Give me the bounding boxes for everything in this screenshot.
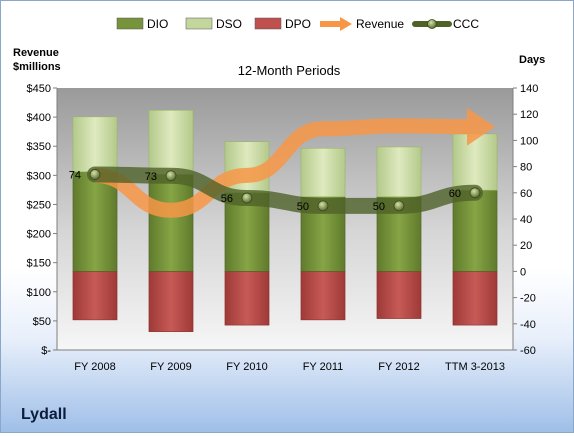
ccc-point — [469, 187, 481, 199]
y-right-tick-label: 120 — [520, 109, 538, 121]
y-axis-left-title-line1: Revenue — [13, 47, 59, 59]
y-left-tick-label: $300 — [27, 170, 51, 182]
y-left-tick-label: $450 — [27, 83, 51, 95]
axes: $- $50 $100 $150 $200 $250 $300 $350 $400 $450 -60… — [27, 83, 539, 373]
legend-label-dpo: DPO — [285, 17, 311, 31]
y-right-tick-label: -20 — [520, 293, 536, 305]
bar-dio — [148, 174, 194, 272]
ccc-point — [393, 200, 405, 212]
y-left-tick-label: $400 — [27, 112, 51, 124]
bar-dio — [452, 189, 498, 272]
ccc-series: 74 73 56 50 50 60 — [69, 166, 483, 214]
legend-label-ccc: CCC — [453, 17, 479, 31]
bar-dpo — [376, 271, 422, 319]
y-left-tick-label: $250 — [27, 199, 51, 211]
y-left-tick-label: $- — [41, 345, 51, 357]
company-name: Lydall — [21, 406, 67, 423]
revenue-series — [94, 107, 495, 218]
ccc-data-label: 74 — [69, 169, 81, 181]
ccc-data-label: 50 — [373, 201, 385, 213]
bar-dso — [72, 116, 118, 173]
y-left-tick-label: $100 — [27, 287, 51, 299]
ccc-data-label: 60 — [449, 188, 461, 200]
revenue-arrow-head — [467, 107, 495, 146]
y-right-tick-label: 40 — [520, 214, 532, 226]
y-right-tick-label: 60 — [520, 188, 532, 200]
legend-swatch-revenue-head — [340, 17, 352, 31]
ccc-point — [165, 170, 177, 182]
chart-title: 12-Month Periods — [238, 63, 341, 78]
y-axis-right-title: Days — [519, 54, 545, 66]
y-axis-left-title-line2: $millions — [13, 61, 61, 73]
x-tick-label: FY 2011 — [303, 361, 344, 373]
y-right-tick-label: 20 — [520, 240, 532, 252]
bar-dpo — [148, 271, 194, 332]
y-right-tick-label: 80 — [520, 162, 532, 174]
ccc-data-label: 50 — [297, 201, 309, 213]
revenue-arrow-shaft — [94, 118, 470, 218]
legend-swatch-dpo — [254, 17, 282, 30]
x-tick-label: TTM 3-2013 — [445, 361, 505, 373]
ccc-point — [241, 192, 253, 204]
x-tick-label: FY 2010 — [226, 361, 267, 373]
y-right-tick-label: 140 — [520, 83, 538, 95]
legend-swatch-dso — [185, 17, 213, 30]
legend-label-revenue: Revenue — [356, 17, 404, 31]
y-right-tick-label: -40 — [520, 319, 536, 331]
bar-dso — [452, 133, 498, 191]
y-right-tick-label: 0 — [520, 266, 526, 278]
bar-dso — [300, 147, 346, 198]
bar-dio — [72, 171, 118, 272]
x-tick-label: FY 2012 — [378, 361, 419, 373]
legend-swatch-ccc-dot — [427, 19, 437, 29]
y-right-tick-label: -60 — [520, 345, 536, 357]
y-left-tick-label: $200 — [27, 229, 51, 241]
bar-dpo — [72, 271, 118, 321]
y-left-tick-label: $350 — [27, 141, 51, 153]
y-left-tick-label: $50 — [33, 316, 51, 328]
ccc-point — [317, 200, 329, 212]
bar-dpo — [300, 271, 346, 321]
legend: DIO DSO DPO Revenue CCC — [116, 17, 479, 31]
bars — [72, 109, 498, 332]
ccc-data-label: 56 — [221, 193, 233, 205]
ccc-data-label: 73 — [145, 171, 157, 183]
legend-label-dio: DIO — [147, 17, 168, 31]
legend-swatch-dio — [116, 17, 144, 30]
bar-dso — [376, 146, 422, 198]
ccc-point — [89, 169, 101, 180]
x-tick-label: FY 2009 — [150, 361, 191, 373]
y-left-tick-label: $150 — [27, 258, 51, 270]
bar-dpo — [224, 271, 270, 326]
y-right-tick-label: 100 — [520, 135, 538, 147]
bar-dpo — [452, 271, 498, 326]
legend-label-dso: DSO — [216, 17, 242, 31]
bar-dso — [148, 109, 194, 175]
x-tick-label: FY 2008 — [74, 361, 115, 373]
